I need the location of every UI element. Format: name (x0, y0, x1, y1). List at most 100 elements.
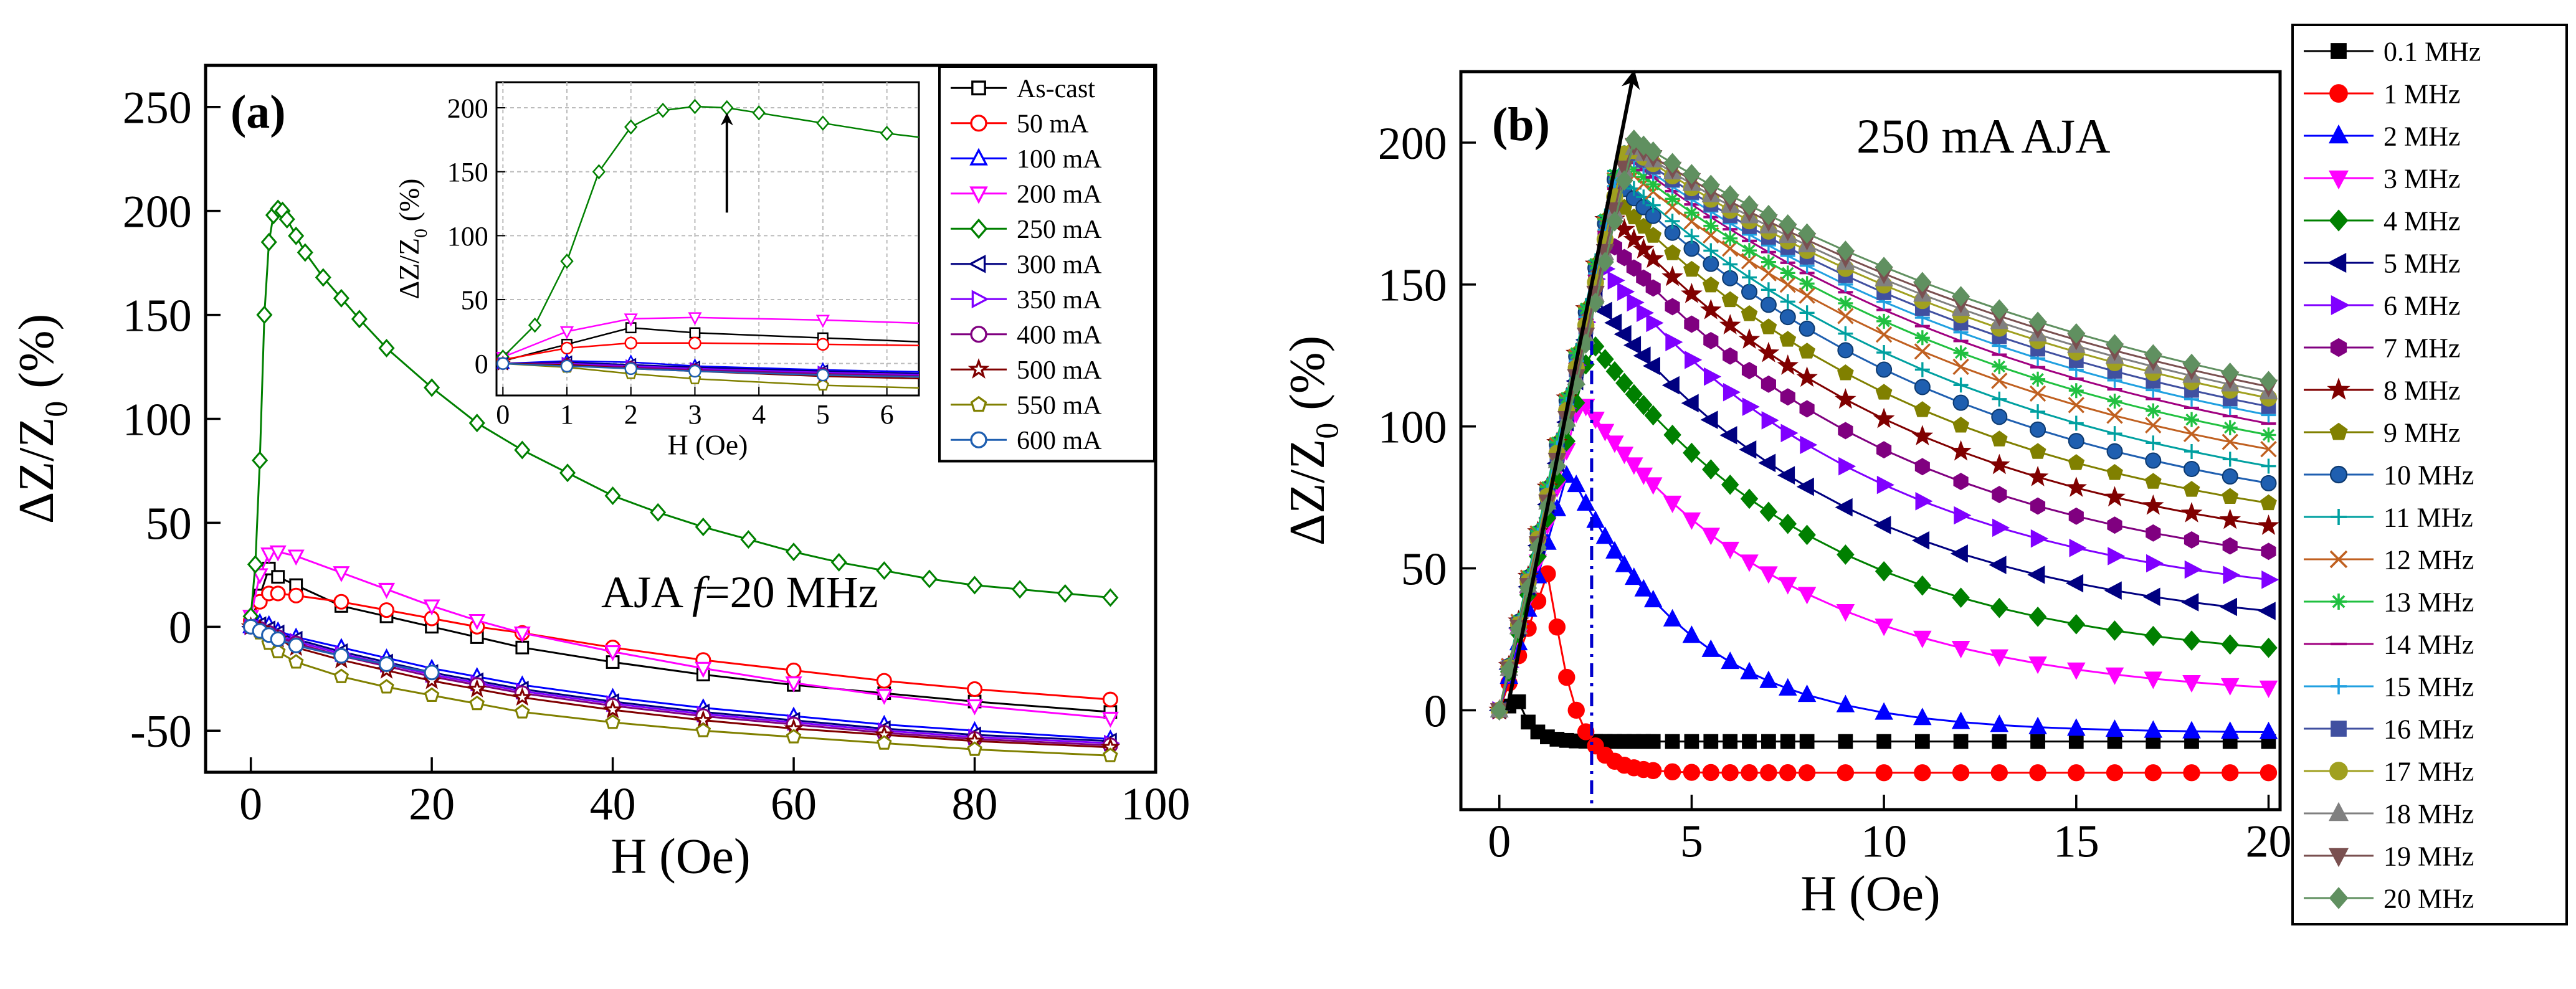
data-point (2259, 721, 2278, 739)
data-point (1873, 407, 1895, 428)
x-tick-label: 5 (1680, 816, 1703, 867)
data-point (1991, 409, 2008, 425)
data-point (650, 503, 667, 522)
data-point (785, 676, 802, 693)
data-point (1614, 324, 1632, 344)
data-point (1911, 425, 1934, 445)
data-point (1595, 526, 1615, 544)
legend-marker (2329, 762, 2348, 780)
legend-item-300-ma: 300 mA (951, 250, 1102, 279)
data-point (1797, 587, 1817, 605)
data-point (2182, 721, 2201, 739)
data-point (1990, 764, 2008, 782)
y-tick-label: 150 (1378, 260, 1447, 311)
data-point (695, 518, 711, 537)
legend-label: 11 MHz (2384, 502, 2473, 532)
data-point (423, 599, 440, 616)
legend-marker (968, 255, 986, 273)
data-point (1875, 384, 1893, 400)
legend-marker (969, 148, 988, 166)
legend-item-350-ma: 350 mA (951, 286, 1102, 315)
data-point (2106, 407, 2123, 424)
data-point (688, 364, 701, 378)
data-point (1952, 417, 1969, 433)
data-point (560, 341, 574, 355)
data-point (1012, 580, 1029, 599)
series-6-mhz (1492, 260, 2279, 720)
data-point (1991, 372, 2008, 389)
data-point (2106, 334, 2124, 355)
data-point (1645, 762, 1662, 780)
data-point (1758, 453, 1776, 473)
data-point (785, 542, 802, 562)
data-point (1627, 293, 1645, 312)
inset-background (497, 82, 919, 395)
data-point (1876, 345, 1892, 361)
data-point (1567, 701, 1585, 719)
legend-item-7-mhz: 7 MHz (2304, 333, 2460, 363)
data-point (2222, 537, 2238, 555)
data-point (1954, 506, 1972, 525)
data-point (333, 288, 349, 308)
legend-item-400-ma: 400 mA (951, 321, 1102, 349)
legend-item-19-mhz: 19 MHz (2304, 841, 2474, 871)
panel-label-b: (b) (1492, 98, 1550, 151)
data-point (1876, 475, 1894, 494)
data-point (688, 98, 702, 115)
data-point (515, 640, 530, 655)
data-point (1914, 764, 1931, 782)
y-tick-label: 250 (123, 83, 192, 134)
data-point (880, 125, 894, 141)
data-point (515, 704, 530, 719)
data-point (876, 561, 893, 580)
legend-label: 50 mA (1017, 110, 1089, 138)
series-600-ma (497, 357, 1468, 392)
data-point (1740, 195, 1759, 215)
data-point (1626, 259, 1642, 277)
data-point (1799, 400, 1815, 418)
data-point (1605, 541, 1624, 559)
x-tick-label: 10 (1861, 816, 1907, 867)
data-point (2219, 597, 2237, 617)
data-point (2108, 547, 2126, 565)
data-point (2068, 454, 2085, 470)
data-point (1798, 764, 1816, 782)
data-point (1721, 474, 1739, 495)
series-line (503, 362, 919, 389)
data-point (1615, 447, 1634, 465)
data-point (752, 105, 766, 121)
plot-frame (1459, 70, 2282, 812)
data-point (1760, 318, 1777, 334)
data-point (424, 378, 440, 397)
data-point (2107, 394, 2122, 409)
legend-item-15-mhz: 15 MHz (2304, 671, 2474, 702)
data-point (278, 210, 295, 229)
legend-item-8-mhz: 8 MHz (2304, 375, 2460, 405)
data-point (966, 575, 983, 595)
series-line (1498, 473, 2269, 733)
data-point (1876, 361, 1893, 378)
data-point (288, 587, 304, 603)
data-point (1953, 345, 1969, 361)
data-point (333, 668, 349, 683)
legend-marker (2329, 209, 2349, 232)
data-point (1780, 388, 1795, 406)
data-point (1799, 305, 1815, 321)
data-point (1990, 649, 2009, 667)
data-point (2183, 481, 2200, 497)
data-point (1837, 544, 1855, 565)
data-point (1644, 405, 1662, 426)
data-point (876, 735, 892, 750)
data-point (1990, 714, 2009, 732)
data-point (1740, 661, 1759, 679)
data-point (1642, 247, 1664, 268)
data-point (2258, 514, 2279, 535)
x-tick-label: 20 (409, 778, 455, 830)
data-point (1457, 381, 1468, 392)
data-point (2222, 420, 2238, 435)
data-point (1661, 376, 1680, 395)
data-point (1595, 424, 1615, 442)
data-point (1635, 394, 1653, 415)
legend-label: 1 MHz (2384, 78, 2460, 109)
legend-label: 16 MHz (2384, 714, 2474, 744)
